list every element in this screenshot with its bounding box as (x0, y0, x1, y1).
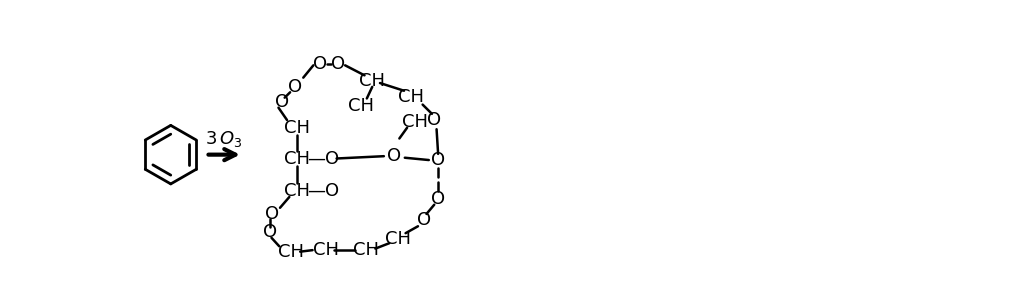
Text: O: O (432, 189, 445, 208)
Text: O: O (331, 55, 345, 73)
Text: $3\,O_3$: $3\,O_3$ (205, 129, 243, 149)
Text: O: O (262, 223, 277, 241)
Text: O: O (265, 205, 280, 223)
Text: CH: CH (347, 97, 374, 115)
Text: CH: CH (384, 230, 411, 247)
Text: O: O (432, 151, 445, 169)
Text: CH: CH (359, 72, 385, 90)
Text: O: O (386, 147, 401, 165)
Text: O: O (417, 211, 432, 229)
Text: CH: CH (284, 119, 311, 137)
Text: —O: —O (308, 182, 339, 200)
Text: O: O (314, 55, 327, 73)
Text: CH: CH (398, 88, 424, 106)
Text: CH: CH (313, 241, 338, 259)
Text: CH: CH (353, 241, 379, 259)
Text: —O: —O (308, 150, 339, 168)
Text: O: O (427, 111, 442, 129)
Text: CH: CH (284, 182, 311, 200)
Text: CH: CH (284, 150, 311, 168)
Text: O: O (288, 78, 301, 96)
Text: O: O (276, 93, 289, 111)
Text: CH: CH (402, 113, 427, 130)
Text: CH: CH (278, 243, 303, 261)
